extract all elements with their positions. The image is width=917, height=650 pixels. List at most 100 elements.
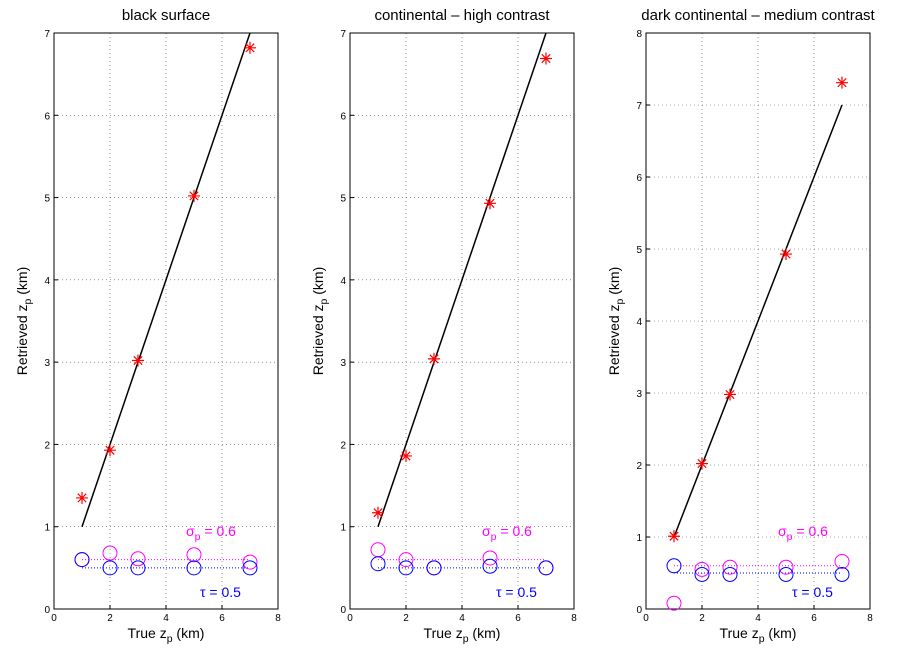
- circle-marker: [398, 552, 414, 568]
- annotation: τ = 0.5: [792, 584, 833, 600]
- y-tick-label: 1: [44, 523, 50, 534]
- annotation: τ = 0.5: [496, 584, 537, 600]
- y-tick-label: 0: [636, 605, 642, 616]
- y-axis-label: Retrieved zp (km): [14, 267, 34, 376]
- annotation-part: τ = 0.5: [792, 584, 833, 600]
- x-tick-label: 0: [347, 613, 353, 624]
- star-marker: [188, 189, 200, 202]
- y-axis-label-part: (km): [606, 267, 622, 299]
- x-axis-label-part: p: [759, 633, 765, 645]
- circle-marker: [130, 551, 146, 567]
- circle-marker: [370, 556, 386, 572]
- y-tick-label: 4: [636, 317, 642, 328]
- x-tick-label: 8: [571, 613, 577, 624]
- axes-box: [53, 32, 279, 610]
- circle-marker: [722, 559, 738, 575]
- x-tick-label: 6: [811, 613, 817, 624]
- star-marker: [668, 530, 680, 543]
- x-tick-label: 4: [459, 613, 465, 624]
- annotation-part: = 0.6: [200, 523, 236, 539]
- y-axis-label-part: p: [614, 298, 626, 304]
- x-tick-label: 2: [403, 613, 409, 624]
- circle-marker: [74, 552, 90, 568]
- circle-marker: [242, 560, 258, 576]
- circle-marker: [666, 595, 682, 611]
- y-tick-label: 7: [340, 29, 346, 40]
- y-axis-label-part: Retrieved z: [14, 304, 30, 375]
- circle-marker: [834, 553, 850, 569]
- x-tick-label: 4: [755, 613, 761, 624]
- circle-marker: [398, 560, 414, 576]
- circle-marker: [694, 561, 710, 577]
- y-tick-label: 8: [636, 29, 642, 40]
- x-axis-label: True zp (km): [720, 625, 797, 645]
- star-marker: [76, 491, 88, 504]
- x-axis-label-part: True z: [424, 625, 463, 641]
- circle-marker: [778, 559, 794, 575]
- y-tick-label: 2: [340, 440, 346, 451]
- star-marker: [724, 388, 736, 401]
- y-axis-label-part: Retrieved z: [606, 304, 622, 375]
- y-tick-label: 0: [340, 605, 346, 616]
- y-tick-label: 6: [340, 111, 346, 122]
- y-axis-label-part: Retrieved z: [310, 304, 326, 375]
- circle-marker: [778, 566, 794, 582]
- y-axis-label-part: (km): [310, 267, 326, 299]
- annotation: τ = 0.5: [200, 584, 241, 600]
- y-tick-label: 7: [636, 101, 642, 112]
- circle-marker: [102, 545, 118, 561]
- y-tick-label: 4: [340, 276, 346, 287]
- x-tick-label: 2: [699, 613, 705, 624]
- star-marker: [780, 248, 792, 261]
- x-tick-label: 6: [515, 613, 521, 624]
- annotation-part: σ: [186, 523, 195, 539]
- y-tick-label: 7: [44, 29, 50, 40]
- x-tick-label: 4: [163, 613, 169, 624]
- annotation-part: σ: [778, 523, 787, 539]
- star-marker: [244, 41, 256, 54]
- y-axis-label-part: p: [318, 298, 330, 304]
- y-tick-label: 3: [44, 358, 50, 369]
- axes-box: [349, 32, 575, 610]
- y-tick-label: 6: [636, 173, 642, 184]
- x-axis-label-part: (km): [469, 625, 501, 641]
- y-axis-label: Retrieved zp (km): [606, 267, 626, 376]
- y-axis-label: Retrieved zp (km): [310, 267, 330, 376]
- annotation-part: p: [195, 531, 201, 543]
- x-axis-label: True zp (km): [424, 625, 501, 645]
- y-tick-label: 1: [636, 533, 642, 544]
- y-tick-label: 0: [44, 605, 50, 616]
- y-tick-label: 3: [340, 358, 346, 369]
- annotation: σp = 0.6: [186, 523, 236, 543]
- annotation-part: σ: [482, 523, 491, 539]
- annotation-part: p: [491, 531, 497, 543]
- x-tick-label: 0: [643, 613, 649, 624]
- x-axis-label: True zp (km): [128, 625, 205, 645]
- annotation: σp = 0.6: [778, 523, 828, 543]
- y-tick-label: 2: [44, 440, 50, 451]
- x-tick-label: 0: [51, 613, 57, 624]
- star-marker: [132, 354, 144, 367]
- subplot: 0 2 4 6 8 0 1 2 3 4 5 6 7 8 dark continental – medium …: [606, 7, 876, 645]
- star-marker: [484, 197, 496, 210]
- y-tick-label: 6: [44, 111, 50, 122]
- subplot-title: black surface: [122, 7, 210, 24]
- star-marker: [836, 76, 848, 89]
- star-marker: [428, 352, 440, 365]
- star-marker: [372, 506, 384, 519]
- x-axis-label-part: p: [463, 633, 469, 645]
- x-axis-label-part: p: [167, 633, 173, 645]
- y-tick-label: 5: [636, 245, 642, 256]
- annotation-part: = 0.6: [792, 523, 828, 539]
- circle-marker: [694, 566, 710, 582]
- y-axis-label-part: p: [22, 298, 34, 304]
- x-tick-label: 8: [867, 613, 873, 624]
- subplot-title: dark continental – medium contrast: [641, 7, 875, 24]
- star-marker: [104, 444, 116, 457]
- axes-box: [645, 32, 871, 610]
- star-marker: [400, 449, 412, 462]
- annotation-part: τ = 0.5: [200, 584, 241, 600]
- y-tick-label: 1: [340, 523, 346, 534]
